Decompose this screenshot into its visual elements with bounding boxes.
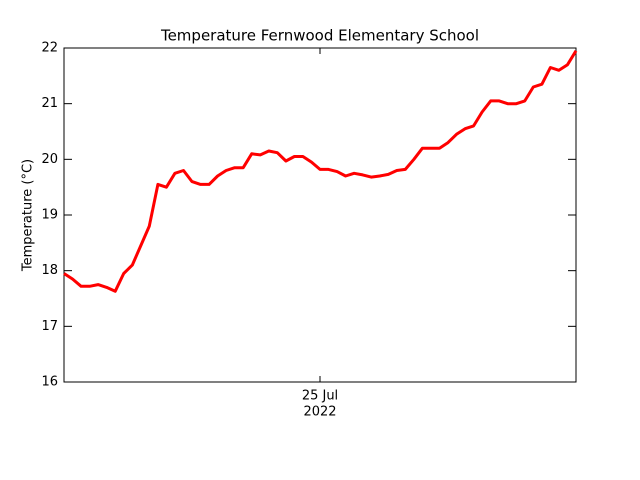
y-tick-label: 18 (41, 263, 58, 278)
x-axis-label: 2022 (303, 405, 336, 420)
y-tick-label: 22 (41, 41, 58, 56)
y-tick-label: 17 (41, 319, 58, 334)
y-tick-label: 16 (41, 375, 58, 390)
y-tick-label: 20 (41, 152, 58, 167)
temperature-line (63, 50, 578, 293)
y-tick-label: 19 (41, 208, 58, 223)
y-axis-label: Temperature (°C) (21, 159, 36, 272)
y-tick-label: 21 (41, 96, 58, 111)
x-tick-label: 25 Jul (302, 389, 338, 404)
chart-title: Temperature Fernwood Elementary School (160, 27, 479, 45)
